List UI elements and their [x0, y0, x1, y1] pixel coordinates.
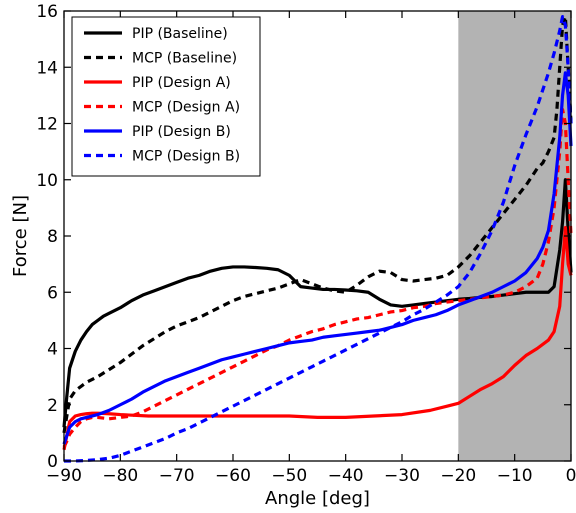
series-line-5 [62, 71, 573, 445]
legend-label: MCP (Design A) [132, 100, 240, 116]
legend-label: PIP (Baseline) [132, 26, 228, 42]
series-line-2 [62, 15, 573, 434]
series-line-6 [64, 15, 573, 463]
y-tick-label: 6 [47, 283, 58, 303]
legend-label: MCP (Design B) [132, 149, 240, 165]
y-tick-label: 8 [47, 227, 58, 247]
y-tick-label: 16 [36, 2, 58, 22]
x-tick-label: −80 [102, 466, 138, 486]
x-axis-ticks: −90 −80 −70 −60 −50 −40 −30 −20 −10 0 [46, 11, 576, 486]
series-line-4 [62, 107, 573, 448]
plot-area [62, 10, 573, 463]
y-tick-label: 14 [36, 58, 58, 78]
y-tick-label: 10 [36, 171, 58, 191]
legend-label: MCP (Baseline) [132, 51, 237, 67]
y-axis-ticks: 0 2 4 6 8 10 12 14 16 [36, 2, 571, 472]
x-tick-label: 0 [566, 466, 576, 486]
series-lines [62, 15, 573, 463]
series-line-1 [62, 178, 573, 428]
x-tick-label: −50 [271, 466, 307, 486]
x-tick-label: −60 [215, 466, 251, 486]
y-tick-label: 4 [47, 340, 58, 360]
legend-label: PIP (Design A) [132, 75, 231, 91]
x-axis-label: Angle [deg] [265, 488, 370, 509]
y-tick-label: 12 [36, 115, 58, 135]
x-tick-label: −70 [159, 466, 195, 486]
legend-box [71, 16, 261, 177]
y-axis-label: Force [N] [10, 195, 31, 277]
x-tick-label: −90 [46, 466, 82, 486]
x-tick-label: −40 [328, 466, 364, 486]
y-tick-label: 0 [47, 452, 58, 472]
legend: PIP (Baseline) MCP (Baseline) PIP (Design … [71, 16, 261, 177]
x-tick-label: −30 [384, 466, 420, 486]
y-tick-label: 2 [47, 396, 58, 416]
legend-label: PIP (Design B) [132, 124, 231, 140]
series-line-3 [62, 225, 573, 451]
x-tick-label: −10 [497, 466, 533, 486]
shaded-region [458, 11, 571, 461]
x-tick-label: −20 [440, 466, 476, 486]
